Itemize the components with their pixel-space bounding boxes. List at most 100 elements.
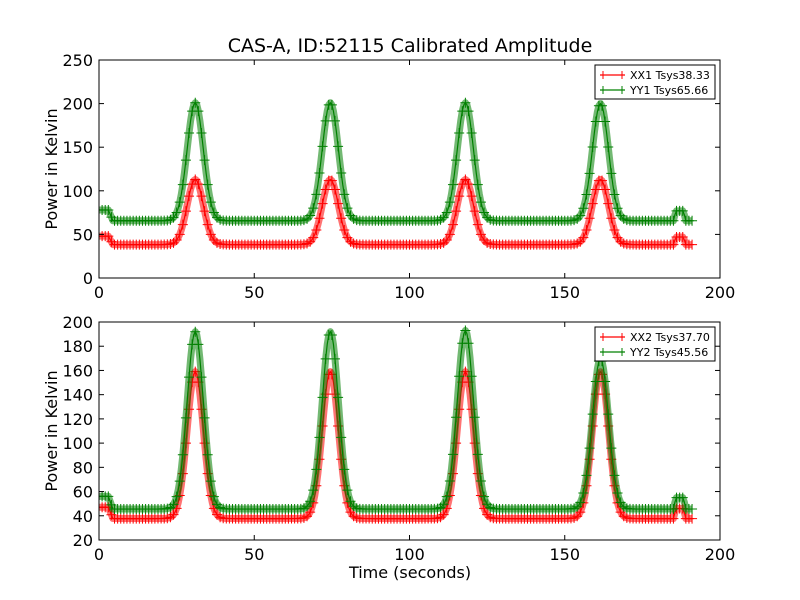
data-point <box>196 191 207 202</box>
data-point <box>600 376 611 387</box>
data-point <box>305 507 316 518</box>
legend-marker <box>602 333 623 341</box>
data-point <box>305 496 316 507</box>
data-point <box>177 219 188 230</box>
data-point <box>597 175 608 186</box>
data-point <box>441 491 452 502</box>
data-point <box>190 326 201 337</box>
data-point <box>314 213 325 224</box>
x-tick-label: 150 <box>549 283 580 302</box>
data-point <box>460 97 471 108</box>
data-point <box>578 487 589 498</box>
legend-label: YY1 Tsys65.66 <box>629 84 708 97</box>
data-point <box>606 213 617 224</box>
x-tick-label: 0 <box>94 283 104 302</box>
top-y-axis-label: Power in Kelvin <box>42 108 61 229</box>
data-point <box>184 127 195 138</box>
data-point <box>606 168 617 179</box>
data-point <box>205 229 216 240</box>
y-tick-label: 140 <box>62 386 93 405</box>
data-point <box>336 432 347 443</box>
data-point <box>193 106 204 117</box>
y-tick-label: 100 <box>62 434 93 453</box>
data-point <box>603 409 614 420</box>
data-point <box>196 372 207 383</box>
data-point <box>677 492 688 503</box>
data-point <box>171 235 182 246</box>
data-point <box>171 207 182 218</box>
data-point <box>320 353 331 364</box>
data-point <box>469 155 480 166</box>
bottom-axes: 0 50 100 150 200 20 40 60 80 100 120 140 160 180 200 XX… <box>62 313 735 564</box>
legend-marker <box>602 348 623 356</box>
data-point <box>317 198 328 209</box>
x-tick-label: 0 <box>94 545 104 564</box>
data-point <box>342 203 353 214</box>
data-point <box>103 204 114 215</box>
data-point <box>339 464 350 475</box>
data-point <box>587 141 598 152</box>
data-point <box>687 513 698 524</box>
data-point <box>339 189 350 200</box>
data-point <box>447 219 458 230</box>
data-point <box>180 206 191 217</box>
data-point <box>174 229 185 240</box>
data-point <box>581 225 592 236</box>
data-point <box>466 191 477 202</box>
data-point <box>444 197 455 208</box>
data-point <box>587 409 598 420</box>
data-point <box>333 198 344 209</box>
legend-box <box>594 64 716 100</box>
y-tick-label: 180 <box>62 337 93 356</box>
legend-label: XX1 Tsys38.33 <box>630 69 710 82</box>
data-point <box>463 338 474 349</box>
data-point <box>463 179 474 190</box>
data-point <box>612 203 623 214</box>
legend: XX1 Tsys38.33 YY1 Tsys65.66 <box>594 64 716 100</box>
data-point <box>193 339 204 350</box>
data-point <box>308 232 319 243</box>
data-point <box>578 232 589 243</box>
data-point <box>205 197 216 208</box>
y-tick-label: 0 <box>83 269 93 288</box>
data-point <box>575 497 586 508</box>
y-tick-label: 160 <box>62 361 93 380</box>
plot-area <box>99 97 698 250</box>
data-point <box>333 392 344 403</box>
data-point <box>168 212 179 223</box>
x-tick-label: 50 <box>244 283 264 302</box>
data-point <box>174 476 185 487</box>
x-tick-label: 50 <box>244 545 264 564</box>
data-point <box>687 239 698 250</box>
data-point <box>687 504 698 515</box>
data-point <box>196 127 207 138</box>
data-point <box>205 476 216 487</box>
data-point <box>190 97 201 108</box>
top-axes: 0 50 100 150 200 0 50 100 150 200 250 XX1 Tsys38.33… <box>62 51 735 302</box>
data-point <box>677 205 688 216</box>
data-point <box>581 470 592 481</box>
data-point <box>668 504 679 515</box>
data-point <box>451 206 462 217</box>
data-point <box>320 115 331 126</box>
data-point <box>612 487 623 498</box>
data-point <box>184 191 195 202</box>
data-point <box>597 100 608 111</box>
data-point <box>339 225 350 236</box>
data-point <box>333 141 344 152</box>
data-point <box>184 372 195 383</box>
data-point <box>305 210 316 221</box>
data-point <box>475 197 486 208</box>
data-point <box>460 325 471 336</box>
data-point <box>677 232 688 243</box>
plot-area <box>99 325 698 524</box>
data-point <box>584 213 595 224</box>
data-point <box>171 491 182 502</box>
data-point <box>329 115 340 126</box>
data-point <box>447 449 458 460</box>
legend-label: YY2 Tsys45.56 <box>629 346 708 359</box>
data-point <box>472 179 483 190</box>
x-tick-label: 100 <box>394 283 425 302</box>
data-point <box>317 141 328 152</box>
y-tick-label: 250 <box>62 51 93 70</box>
